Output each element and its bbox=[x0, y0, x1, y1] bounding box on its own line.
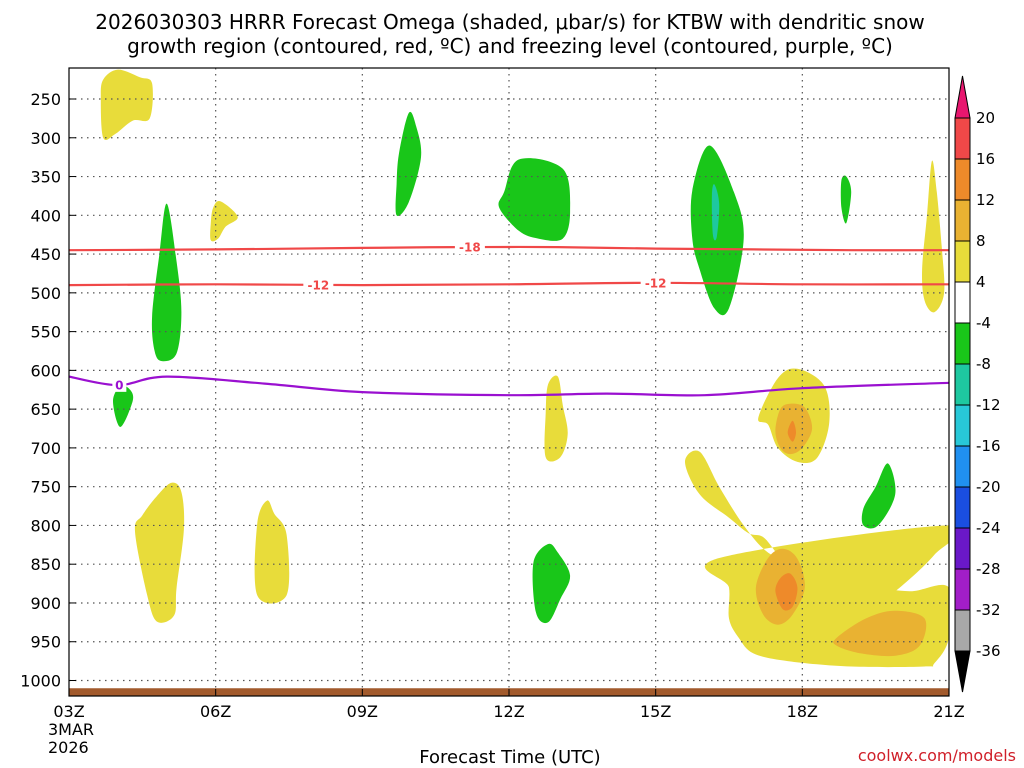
freezing-level-line bbox=[69, 375, 949, 397]
colorbar-segment bbox=[954, 117, 971, 160]
y-tick-label: 600 bbox=[30, 361, 61, 380]
dgz-minus12-label-bg bbox=[640, 275, 671, 290]
y-axis-ticks: 250 300 350 400 450 500 550 600 650 700 750 800 850 9… bbox=[20, 90, 76, 690]
x-date-line-2: 2026 bbox=[48, 738, 89, 757]
y-tick-label: 300 bbox=[30, 129, 61, 148]
omega-region bbox=[532, 543, 571, 624]
x-date-line-1: 3MAR bbox=[48, 720, 94, 739]
colorbar-top-arrow bbox=[954, 75, 971, 119]
colorbar-segment bbox=[954, 404, 971, 447]
colorbar-label: 12 bbox=[976, 191, 995, 209]
y-tick-label: 350 bbox=[30, 168, 61, 187]
colorbar-label: 16 bbox=[976, 150, 995, 168]
omega-region bbox=[544, 375, 568, 462]
omega-region bbox=[787, 420, 796, 442]
colorbar-label: -16 bbox=[976, 437, 1001, 455]
x-tick-label: 18Z bbox=[787, 702, 818, 721]
dgz-minus18-label-bg bbox=[454, 240, 485, 255]
dgz-minus18-line bbox=[69, 245, 949, 252]
colorbar-segment bbox=[954, 240, 971, 283]
omega-region bbox=[833, 610, 927, 657]
colorbar-segment bbox=[954, 445, 971, 488]
omega-region bbox=[151, 203, 182, 362]
x-tick-label: 09Z bbox=[347, 702, 378, 721]
x-tick-label: 12Z bbox=[493, 702, 524, 721]
x-tick-label: 21Z bbox=[933, 702, 964, 721]
x-tick-label: 03Z bbox=[53, 702, 84, 721]
x-tick-label: 15Z bbox=[640, 702, 671, 721]
colorbar-label: -4 bbox=[976, 314, 991, 332]
chart-title-line-2: growth region (contoured, red, ºC) and f… bbox=[127, 34, 893, 58]
omega-region bbox=[711, 184, 720, 241]
colorbar-segment bbox=[954, 609, 971, 652]
colorbar-label: -20 bbox=[976, 478, 1001, 496]
dgz-minus12-line bbox=[69, 281, 949, 287]
omega-shaded-regions bbox=[100, 69, 949, 668]
colorbar-label: -24 bbox=[976, 519, 1001, 537]
colorbar-bottom-arrow bbox=[954, 650, 971, 693]
colorbar-label: -28 bbox=[976, 560, 1001, 578]
y-tick-label: 950 bbox=[30, 633, 61, 652]
credit-text: coolwx.com/models bbox=[858, 746, 1016, 765]
x-tick-label: 06Z bbox=[200, 702, 231, 721]
x-axis-ticks: 03Z 06Z 09Z 12Z 15Z 18Z 21Z bbox=[53, 689, 965, 721]
colorbar-label: -12 bbox=[976, 396, 1001, 414]
colorbar-segment bbox=[954, 486, 971, 529]
y-tick-label: 850 bbox=[30, 555, 61, 574]
colorbar-segment bbox=[954, 363, 971, 406]
omega-region bbox=[395, 111, 422, 217]
y-tick-label: 500 bbox=[30, 284, 61, 303]
colorbar-segment bbox=[954, 158, 971, 201]
dgz-minus12-label: -12 bbox=[645, 276, 667, 290]
freezing-level-label: 0 bbox=[115, 378, 123, 392]
y-tick-label: 750 bbox=[30, 478, 61, 497]
colorbar-segment bbox=[954, 322, 971, 365]
colorbar: 20 16 12 8 4 -4 -8 -12 -16 -20 -24 -28 -32 -36 bbox=[954, 75, 1001, 693]
gridlines bbox=[69, 68, 949, 696]
y-tick-label: 450 bbox=[30, 245, 61, 264]
dgz-minus18-label: -18 bbox=[459, 241, 481, 255]
x-axis-label: Forecast Time (UTC) bbox=[419, 747, 600, 768]
colorbar-label: -36 bbox=[976, 642, 1001, 660]
colorbar-label: -8 bbox=[976, 355, 991, 373]
dgz-minus12-label: -12 bbox=[307, 278, 329, 292]
omega-region bbox=[100, 69, 153, 141]
y-tick-label: 650 bbox=[30, 400, 61, 419]
colorbar-label: 20 bbox=[976, 109, 995, 127]
omega-region bbox=[254, 500, 290, 604]
chart-title-line-1: 2026030303 HRRR Forecast Omega (shaded, … bbox=[95, 10, 924, 34]
colorbar-segment bbox=[954, 281, 971, 324]
contour-lines: -18 -12 -12 0 bbox=[69, 240, 949, 397]
omega-region bbox=[134, 482, 185, 623]
y-tick-label: 800 bbox=[30, 516, 61, 535]
omega-region bbox=[113, 385, 134, 427]
y-tick-label: 550 bbox=[30, 323, 61, 342]
omega-region bbox=[861, 463, 896, 529]
colorbar-segment bbox=[954, 568, 971, 611]
omega-region bbox=[775, 573, 798, 611]
colorbar-label: 4 bbox=[976, 273, 986, 291]
y-tick-label: 900 bbox=[30, 594, 61, 613]
colorbar-segment bbox=[954, 199, 971, 242]
omega-region bbox=[210, 201, 238, 242]
omega-region bbox=[840, 175, 852, 224]
omega-region bbox=[498, 158, 571, 241]
dgz-minus12-label-bg bbox=[303, 277, 334, 292]
colorbar-label: -32 bbox=[976, 601, 1001, 619]
y-tick-label: 250 bbox=[30, 90, 61, 109]
colorbar-segment bbox=[954, 527, 971, 570]
colorbar-label: 8 bbox=[976, 232, 986, 250]
y-tick-label: 400 bbox=[30, 206, 61, 225]
freezing-level-label-bg bbox=[112, 377, 127, 392]
y-tick-label: 700 bbox=[30, 439, 61, 458]
omega-region bbox=[922, 160, 945, 313]
y-tick-label: 1000 bbox=[20, 671, 61, 690]
